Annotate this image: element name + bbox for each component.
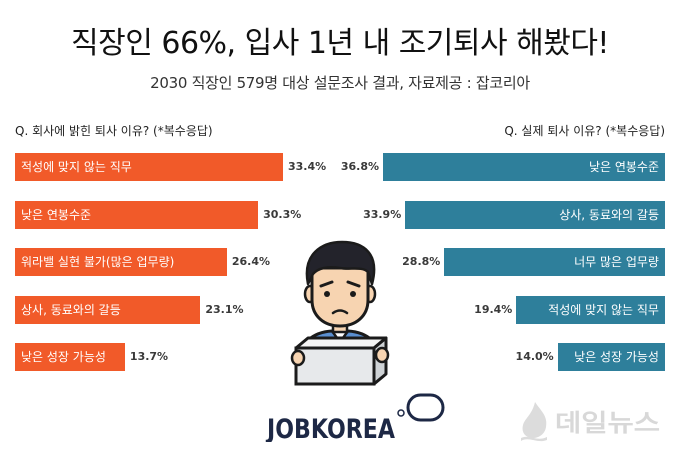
logo-degree-mark — [398, 410, 404, 416]
chart-title-actual-reasons: Q. 실제 퇴사 이유? (*복수응답) — [504, 122, 665, 140]
bar-category-label: 상사, 동료와의 갈등 — [559, 201, 659, 229]
speech-bubble-icon — [408, 395, 443, 420]
page-subtitle: 2030 직장인 579명 대상 설문조사 결과, 자료제공 : 잡코리아 — [0, 72, 680, 94]
bar-category-label: 상사, 동료와의 갈등 — [21, 296, 121, 324]
bar-value-label: 23.1% — [205, 296, 243, 324]
bar-value-label: 19.4% — [474, 296, 512, 324]
bar-category-label: 너무 많은 업무량 — [574, 248, 659, 276]
bar-category-label: 워라밸 실현 불가(많은 업무량) — [21, 248, 174, 276]
bar-value-label: 26.4% — [232, 248, 270, 276]
watermark-text: 데일뉴스 — [555, 409, 660, 437]
bar-value-label: 14.0% — [516, 343, 554, 371]
bar-category-label: 낮은 연봉수준 — [21, 201, 91, 229]
chart-title-stated-reasons: Q. 회사에 밝힌 퇴사 이유? (*복수응답) — [15, 122, 213, 140]
right-bar-4: 적성에 맞지 않는 직무 — [516, 296, 665, 324]
page-title: 직장인 66%, 입사 1년 내 조기퇴사 해봤다! — [0, 22, 680, 66]
bar-value-label: 33.4% — [288, 153, 326, 181]
bar-value-label: 28.8% — [402, 248, 440, 276]
flame-logo-icon — [521, 402, 547, 441]
left-bar-3: 워라밸 실현 불가(많은 업무량) — [15, 248, 227, 276]
right-bar-1: 낮은 연봉수준 — [383, 153, 665, 181]
bar-category-label: 낮은 성장 가능성 — [574, 343, 659, 371]
right-bar-3: 너무 많은 업무량 — [444, 248, 665, 276]
right-bar-2: 상사, 동료와의 갈등 — [405, 201, 665, 229]
left-bar-2: 낮은 연봉수준 — [15, 201, 258, 229]
left-bar-1: 적성에 맞지 않는 직무 — [15, 153, 283, 181]
logo-wordmark: JOBKOREA — [265, 414, 395, 442]
right-bar-5: 낮은 성장 가능성 — [558, 343, 665, 371]
left-bar-5: 낮은 성장 가능성 — [15, 343, 125, 371]
jobkorea-logo: JOBKOREA — [262, 392, 447, 442]
bar-category-label: 낮은 연봉수준 — [589, 153, 659, 181]
worried-office-worker-holding-box-icon — [288, 238, 392, 388]
bar-value-label: 13.7% — [130, 343, 168, 371]
left-bar-4: 상사, 동료와의 갈등 — [15, 296, 200, 324]
bar-value-label: 36.8% — [341, 153, 379, 181]
bar-category-label: 낮은 성장 가능성 — [21, 343, 106, 371]
bar-category-label: 적성에 맞지 않는 직무 — [21, 153, 132, 181]
infographic: 직장인 66%, 입사 1년 내 조기퇴사 해봤다! 2030 직장인 579명… — [0, 0, 680, 452]
bar-value-label: 30.3% — [263, 201, 301, 229]
bar-category-label: 적성에 맞지 않는 직무 — [548, 296, 659, 324]
bar-value-label: 33.9% — [363, 201, 401, 229]
news-watermark: 데일뉴스 — [515, 398, 665, 442]
